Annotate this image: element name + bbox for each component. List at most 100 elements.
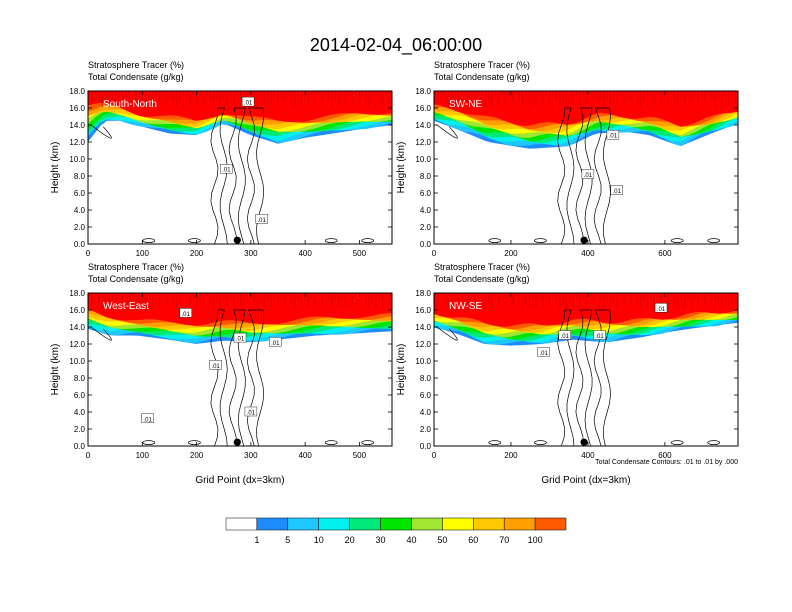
tracer-streak [700, 293, 703, 297]
tracer-streak [121, 293, 124, 305]
tracer-streak [243, 293, 245, 297]
tracer-streak [606, 293, 608, 301]
tracer-streak [653, 293, 656, 307]
colorbar-label: 5 [285, 535, 290, 545]
x-tick-label: 200 [504, 451, 518, 460]
contour-label-box [209, 360, 222, 370]
tracer-streak [165, 293, 168, 305]
tracer-streak [223, 91, 225, 99]
tracer-streak [687, 91, 689, 99]
tracer-streak [474, 91, 476, 103]
tracer-streak [199, 91, 201, 97]
tracer-streak [287, 91, 289, 95]
cross-section-label: SW-NE [449, 99, 482, 110]
tracer-streak [223, 293, 225, 301]
y-axis-label: Height (km) [50, 142, 61, 194]
tracer-streak [165, 91, 168, 103]
tracer-streak [381, 91, 384, 105]
tracer-streak [670, 293, 672, 297]
tracer-streak [94, 293, 97, 297]
tracer-streak [358, 293, 360, 305]
tracer-streak [101, 293, 103, 310]
tracer-streak [596, 91, 598, 95]
tracer-field [434, 293, 738, 346]
tracer-streak [138, 91, 141, 108]
tracer-streak [711, 91, 713, 101]
tracer-streak [660, 293, 662, 305]
x-tick-label: 0 [432, 249, 437, 258]
tracer-streak [327, 91, 330, 101]
tracer-streak [202, 293, 205, 305]
colorbar-label: 100 [528, 535, 543, 545]
tracer-streak [348, 293, 350, 299]
tracer-streak [707, 91, 710, 95]
y-tick-label: 8.0 [74, 172, 86, 181]
tracer-streak [734, 293, 737, 305]
tracer-streak [704, 91, 706, 103]
tracer-streak [684, 293, 686, 307]
panel-subtitle-tracer: Stratosphere Tracer (%) [434, 60, 530, 70]
tracer-streak [155, 91, 158, 97]
x-tick-label: 400 [581, 249, 595, 258]
tracer-streak [226, 91, 228, 105]
tracer-streak [457, 293, 460, 301]
y-tick-label: 14.0 [69, 323, 85, 332]
x-axis-label: Grid Point (dx=3km) [195, 475, 284, 486]
tracer-streak [104, 293, 107, 301]
y-tick-label: 4.0 [74, 206, 86, 215]
tracer-streak [158, 91, 161, 103]
tracer-streak [690, 293, 693, 307]
tracer-streak [135, 293, 137, 303]
contour-footnote: Total Condensate Contours: .01 to .01 by… [595, 459, 738, 466]
tracer-streak [515, 91, 517, 95]
tracer-streak [538, 293, 541, 299]
x-tick-label: 0 [86, 451, 91, 460]
tracer-streak [290, 293, 293, 303]
tracer-streak [351, 293, 353, 305]
contour-label-box [610, 185, 623, 195]
tracer-field [434, 91, 738, 149]
tracer-streak [186, 293, 188, 301]
tracer-streak [711, 293, 713, 303]
x-tick-label: 200 [190, 249, 204, 258]
tracer-streak [582, 293, 585, 299]
tracer-streak [260, 293, 262, 301]
tracer-streak [667, 91, 669, 103]
tracer-streak [91, 293, 93, 305]
tracer-streak [334, 91, 337, 99]
x-tick-label: 0 [86, 249, 91, 258]
tracer-streak [229, 91, 232, 97]
tracer-streak [613, 91, 615, 99]
tracer-streak [267, 293, 269, 301]
y-tick-label: 2.0 [420, 223, 432, 232]
tracer-streak [589, 91, 591, 95]
colorbar-swatch [287, 517, 319, 531]
tracer-streak [548, 293, 551, 305]
y-tick-label: 18.0 [69, 87, 85, 96]
tracer-streak [206, 293, 208, 297]
tracer-streak [354, 293, 357, 297]
tracer-streak [717, 293, 720, 301]
tracer-streak [118, 293, 120, 299]
tracer-streak [521, 91, 524, 108]
tracer-streak [596, 293, 598, 297]
contour-label: .01 [271, 341, 280, 347]
tracer-streak [609, 293, 612, 307]
tracer-streak [488, 293, 490, 303]
tracer-streak [552, 91, 554, 95]
tracer-streak [108, 91, 110, 108]
y-tick-label: 14.0 [69, 121, 85, 130]
tracer-streak [677, 293, 679, 310]
tracer-streak [307, 91, 310, 105]
plot-frame [433, 292, 739, 447]
tracer-streak [721, 91, 723, 108]
tracer-streak [464, 91, 466, 97]
tracer-streak [381, 293, 384, 307]
tracer-streak [538, 91, 541, 97]
tracer-streak [94, 91, 97, 95]
tracer-streak [236, 293, 239, 299]
contour-label-box [581, 169, 595, 179]
tracer-streak [172, 293, 174, 303]
tracer-streak [104, 91, 107, 99]
tracer-streak [125, 91, 127, 97]
